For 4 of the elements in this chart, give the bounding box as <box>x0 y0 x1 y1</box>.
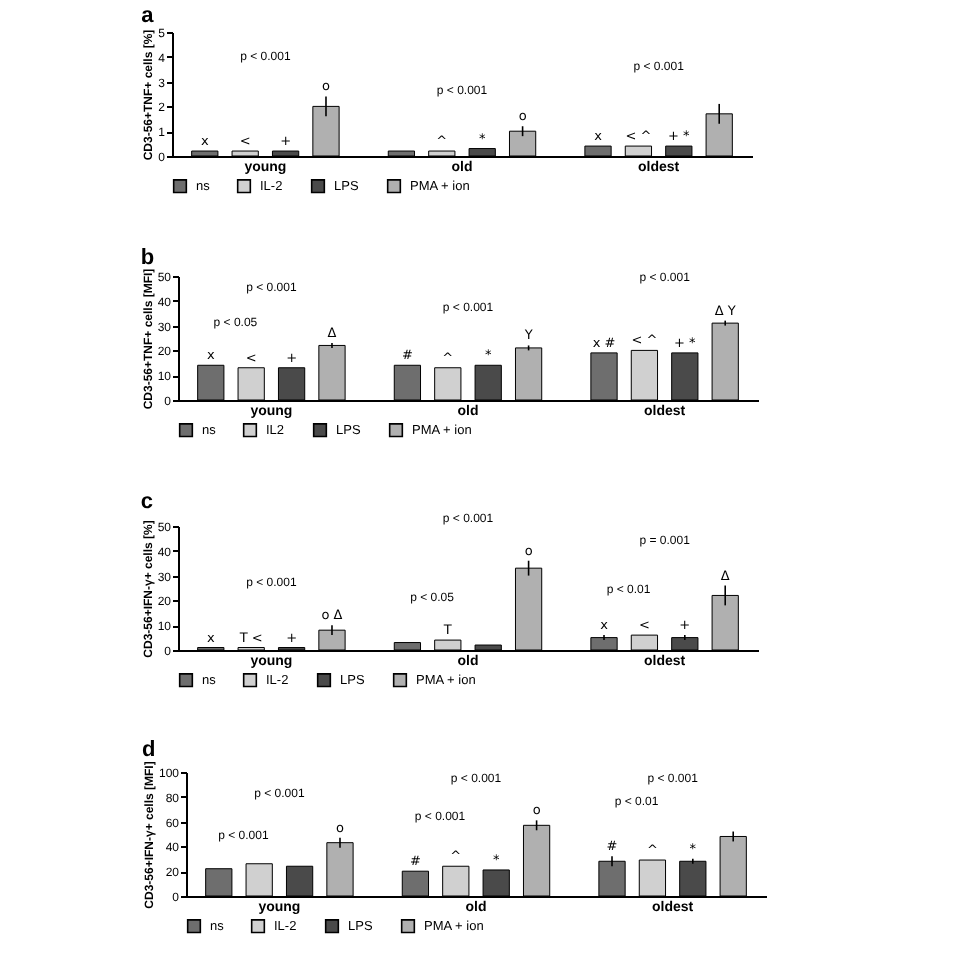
chart-title: a <box>141 4 156 28</box>
chart-title: c <box>140 489 153 514</box>
chart-title: b <box>140 245 155 270</box>
chart-title: d <box>141 738 156 763</box>
